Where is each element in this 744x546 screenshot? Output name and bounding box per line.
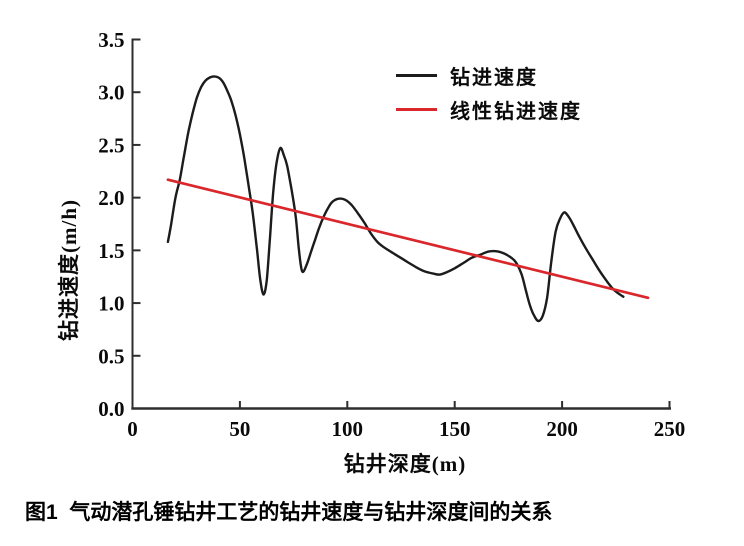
x-axis-title: 钻井深度(m)	[343, 452, 467, 476]
y-tick-label: 3.5	[98, 28, 124, 52]
x-tick-label: 250	[654, 417, 686, 441]
x-tick-label: 150	[439, 417, 471, 441]
y-tick-label: 2.0	[98, 186, 124, 210]
x-tick-label: 200	[546, 417, 578, 441]
y-tick-label: 0.5	[98, 344, 124, 368]
red-line-swatch-icon	[396, 107, 437, 111]
legend-label-drilling-speed: 钻进速度	[450, 66, 538, 89]
legend: 钻进速度 线性钻进速度	[396, 62, 582, 130]
series-line-1	[166, 178, 650, 300]
x-tick-label: 0	[127, 417, 138, 441]
x-tick-label: 50	[229, 417, 250, 441]
black-line-swatch-icon	[396, 73, 437, 77]
legend-item-linear-drilling-speed: 线性钻进速度	[396, 96, 582, 123]
y-tick-label: 3.0	[98, 81, 124, 105]
y-tick-label: 2.5	[98, 133, 124, 157]
y-axis-title: 钻进速度(m/h)	[57, 199, 81, 341]
series-line-0	[166, 75, 625, 323]
x-tick-label: 100	[332, 417, 364, 441]
y-tick-label: 1.0	[98, 292, 124, 316]
legend-label-linear-drilling-speed: 线性钻进速度	[450, 100, 582, 123]
y-tick-label: 0.0	[98, 397, 124, 421]
y-tick-label: 1.5	[98, 239, 124, 263]
legend-item-drilling-speed: 钻进速度	[396, 62, 582, 89]
figure-caption: 图1 气动潜孔锤钻井工艺的钻井速度与钻井深度间的关系	[25, 501, 553, 524]
